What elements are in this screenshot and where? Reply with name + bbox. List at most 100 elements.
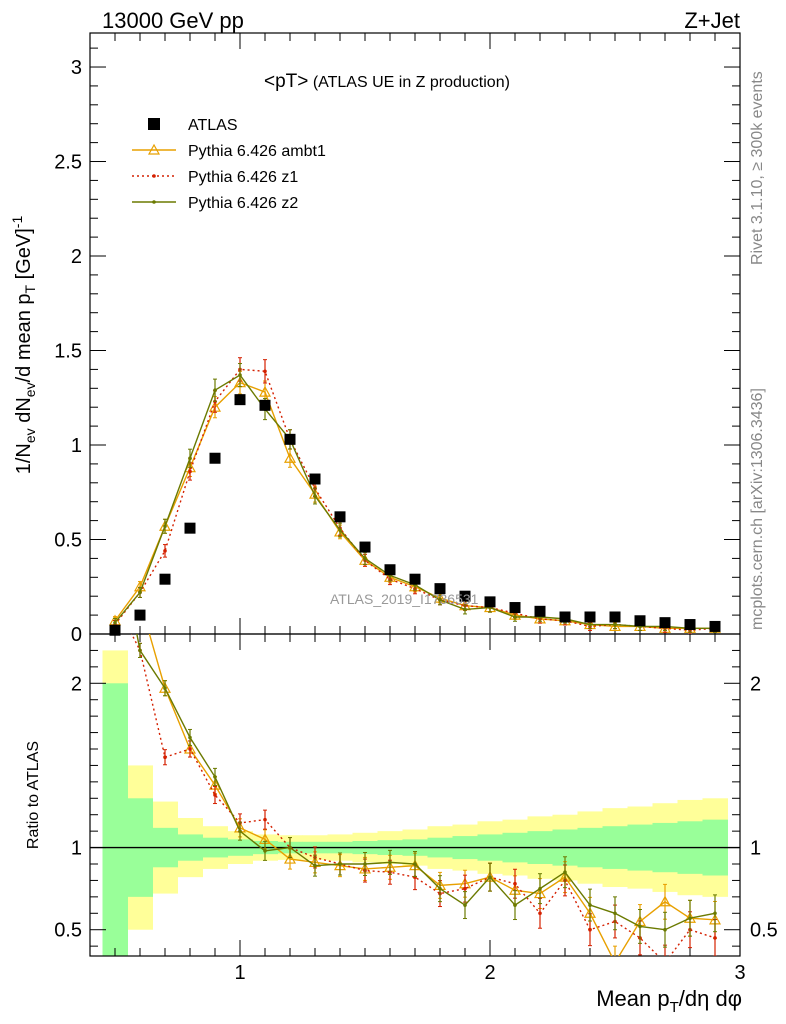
ratio-point-z2 bbox=[488, 875, 492, 879]
y-tick-label: 3 bbox=[71, 57, 82, 79]
atlas-data-point bbox=[334, 511, 346, 523]
main-point-z2 bbox=[163, 524, 167, 529]
atlas-data-point bbox=[684, 619, 696, 631]
ratio-point-z2 bbox=[113, 517, 117, 521]
ratio-y-tick-label: 2 bbox=[71, 673, 82, 695]
main-series-atlas bbox=[109, 394, 721, 636]
y-tick-label: 1.5 bbox=[54, 341, 82, 363]
ratio-point-z2 bbox=[613, 911, 617, 916]
ratio-point-z1 bbox=[263, 817, 267, 822]
main-point-z2 bbox=[188, 456, 192, 461]
analysis-watermark: ATLAS_2019_I1736531 bbox=[330, 591, 479, 607]
main-point-z2 bbox=[438, 598, 442, 602]
legend-item-atlas: ATLAS bbox=[148, 117, 238, 134]
atlas-data-point bbox=[159, 573, 171, 585]
legend-label-z1: Pythia 6.426 z1 bbox=[188, 169, 298, 186]
atlas-data-point bbox=[459, 590, 471, 602]
ratio-point-z1 bbox=[713, 936, 717, 940]
ratio-point-z1 bbox=[213, 793, 217, 797]
legend-marker-z2 bbox=[152, 200, 156, 204]
ratio-point-z1 bbox=[663, 961, 667, 965]
ratio-point-ambt1 bbox=[610, 958, 620, 967]
main-point-ambt1 bbox=[258, 385, 272, 397]
ratio-point-z1 bbox=[163, 755, 167, 760]
x-tick-label: 2 bbox=[484, 962, 495, 984]
ratio-point-z2 bbox=[663, 927, 667, 932]
main-point-z2 bbox=[513, 615, 517, 619]
y-tick-label: 2 bbox=[71, 246, 82, 268]
atlas-data-point bbox=[709, 620, 721, 632]
ratio-point-z2 bbox=[363, 862, 367, 866]
legend-item-z1: Pythia 6.426 z1 bbox=[132, 169, 298, 186]
ratio-y-tick-label-right: 0.5 bbox=[750, 920, 778, 942]
ratio-series-z1 bbox=[113, 599, 717, 965]
ratio-uncertainty-bands bbox=[102, 650, 728, 956]
legend: ATLAS Pythia 6.426 ambt1 Pythia 6.426 z1 Py… bbox=[132, 117, 326, 212]
main-point-z2 bbox=[138, 590, 142, 595]
mcplots-side-label: mcplots.cern.ch [arXiv:1306.3436] bbox=[749, 388, 766, 630]
ratio-point-z2 bbox=[338, 862, 342, 866]
header-right: Z+Jet bbox=[684, 8, 740, 33]
ratio-point-z1 bbox=[113, 599, 117, 603]
ratio-point-z1 bbox=[513, 881, 517, 886]
plot-title: <pT> (ATLAS UE in Z production) bbox=[264, 71, 510, 92]
rivet-side-label: Rivet 3.1.10, ≥ 300k events bbox=[749, 71, 766, 265]
main-point-z2 bbox=[213, 388, 217, 392]
main-point-ambt1 bbox=[608, 620, 622, 632]
atlas-data-point bbox=[184, 522, 196, 534]
atlas-data-point bbox=[634, 615, 646, 627]
ratio-y-tick-label: 0.5 bbox=[54, 920, 82, 942]
ratio-series-z2 bbox=[113, 517, 717, 948]
main-point-z2 bbox=[313, 494, 317, 498]
atlas-data-point bbox=[384, 564, 396, 576]
ratio-point-z1 bbox=[588, 927, 592, 932]
ratio-point-z2 bbox=[213, 775, 217, 779]
y-tick-label: 1 bbox=[71, 435, 82, 457]
legend-marker-z1 bbox=[152, 174, 156, 178]
ratio-point-z2 bbox=[588, 903, 592, 907]
main-y-axis-label: 1/Nev dNev/d mean pT [GeV]-1 bbox=[9, 216, 38, 475]
atlas-data-point bbox=[559, 611, 571, 623]
main-point-z2 bbox=[113, 620, 117, 625]
ratio-point-z2 bbox=[638, 924, 642, 929]
main-point-z2 bbox=[588, 622, 592, 627]
atlas-data-point bbox=[434, 583, 446, 595]
atlas-data-point bbox=[259, 399, 271, 411]
legend-label-z2: Pythia 6.426 z2 bbox=[188, 195, 298, 212]
ratio-point-z2 bbox=[188, 735, 192, 740]
ratio-point-z1 bbox=[538, 911, 542, 916]
legend-marker-atlas bbox=[148, 118, 160, 130]
atlas-data-point bbox=[509, 602, 521, 614]
x-tick-label: 3 bbox=[734, 962, 745, 984]
ratio-point-z2 bbox=[238, 829, 242, 833]
main-point-z2 bbox=[238, 373, 242, 377]
ratio-y-tick-label-right: 1 bbox=[750, 838, 761, 860]
ratio-point-ambt1 bbox=[283, 852, 297, 864]
main-point-z2 bbox=[363, 556, 367, 561]
main-point-z1 bbox=[263, 369, 267, 374]
atlas-data-point bbox=[234, 394, 246, 406]
main-point-z1 bbox=[188, 469, 192, 474]
legend-label-atlas: ATLAS bbox=[188, 117, 238, 134]
y-tick-label: 0 bbox=[71, 624, 82, 646]
ratio-point-z2 bbox=[563, 870, 567, 875]
legend-label-ambt1: Pythia 6.426 ambt1 bbox=[188, 143, 326, 160]
ratio-point-z2 bbox=[388, 860, 392, 865]
main-point-z2 bbox=[613, 622, 617, 627]
legend-item-z2: Pythia 6.426 z2 bbox=[132, 195, 298, 212]
ratio-point-z1 bbox=[188, 747, 192, 751]
ratio-point-z2 bbox=[313, 863, 317, 868]
ratio-point-z2 bbox=[538, 886, 542, 891]
ratio-y-axis-label: Ratio to ATLAS bbox=[25, 741, 42, 849]
atlas-data-point bbox=[284, 433, 296, 445]
ratio-point-z2 bbox=[688, 916, 692, 921]
atlas-data-point bbox=[534, 605, 546, 617]
atlas-data-point bbox=[134, 609, 146, 621]
series-layer bbox=[108, 357, 722, 967]
atlas-data-point bbox=[209, 452, 221, 464]
atlas-data-point bbox=[109, 624, 121, 636]
atlas-data-point bbox=[584, 611, 596, 623]
ratio-point-z2 bbox=[713, 911, 717, 916]
legend-item-ambt1: Pythia 6.426 ambt1 bbox=[132, 143, 326, 160]
